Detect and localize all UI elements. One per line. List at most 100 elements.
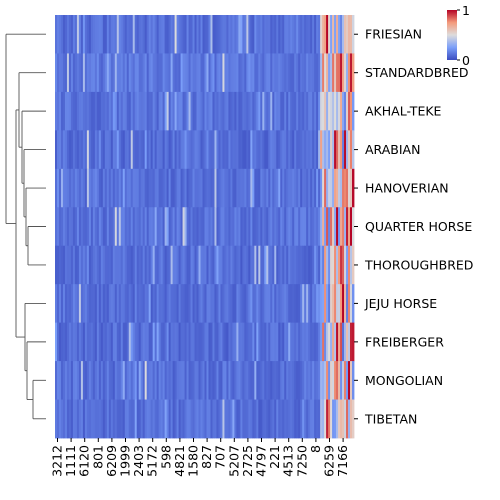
heatmap-cell <box>116 322 120 362</box>
heatmap-cell <box>188 130 191 170</box>
heatmap-cell <box>56 53 60 93</box>
heatmap-cell <box>106 207 110 247</box>
heatmap-cell <box>310 15 313 54</box>
heatmap-cell <box>192 91 195 131</box>
heatmap-cell <box>182 399 185 439</box>
heatmap-cell <box>292 15 295 54</box>
heatmap-cell <box>318 207 321 247</box>
heatmap-cell <box>58 322 62 362</box>
heatmap-cell <box>278 15 281 54</box>
heatmap-cell <box>266 207 269 247</box>
heatmap-cell <box>96 322 100 362</box>
heatmap-cell <box>258 284 261 324</box>
heatmap-cell <box>82 322 86 362</box>
heatmap-cell <box>190 53 193 93</box>
heatmap-cell <box>144 53 148 93</box>
heatmap-cell <box>92 399 96 439</box>
heatmap-cell <box>118 245 122 285</box>
heatmap-cell <box>352 91 355 131</box>
heatmap-cell <box>78 91 82 131</box>
heatmap-cell <box>276 168 279 208</box>
heatmap-cell <box>130 91 134 131</box>
heatmap-cell <box>126 15 130 54</box>
heatmap-cell <box>152 53 156 93</box>
heatmap-cell <box>314 168 317 208</box>
heatmap-cell <box>228 130 231 170</box>
heatmap-cell <box>268 322 271 362</box>
heatmap-cell <box>154 53 158 93</box>
heatmap-cell <box>98 245 102 285</box>
heatmap-cell <box>212 399 215 439</box>
heatmap-cell <box>238 245 241 285</box>
heatmap-cell <box>82 399 86 439</box>
heatmap-cell <box>270 53 273 93</box>
heatmap-cell <box>94 53 98 93</box>
heatmap-cell <box>184 361 187 400</box>
heatmap-cell <box>134 361 138 400</box>
heatmap-cell <box>300 91 303 131</box>
heatmap-cell <box>238 15 241 54</box>
heatmap-cell <box>274 361 277 400</box>
heatmap-cell <box>216 15 219 54</box>
heatmap-cell <box>284 53 287 93</box>
heatmap-cell <box>268 53 271 93</box>
heatmap-cell <box>208 322 211 362</box>
heatmap-cell <box>336 322 339 362</box>
heatmap-cell <box>350 168 353 208</box>
heatmap-cell <box>300 15 303 54</box>
heatmap-cell <box>182 168 185 208</box>
heatmap-cell <box>248 284 251 324</box>
heatmap-cell <box>108 168 112 208</box>
heatmap-cell <box>180 399 183 439</box>
heatmap-cell <box>318 245 321 285</box>
heatmap-cell <box>72 91 76 131</box>
heatmap-cell <box>184 322 187 362</box>
heatmap-cell <box>152 207 156 247</box>
heatmap-cell <box>206 168 209 208</box>
heatmap-cell <box>208 53 211 93</box>
heatmap-cell <box>310 53 313 93</box>
heatmap-cell <box>348 91 351 131</box>
row-label: ARABIAN <box>365 142 420 157</box>
heatmap-cell <box>166 207 170 247</box>
heatmap-cell <box>84 245 88 285</box>
heatmap-cell <box>62 322 66 362</box>
heatmap-cell <box>344 15 347 54</box>
heatmap-cell <box>196 15 199 54</box>
heatmap-cell <box>116 168 120 208</box>
heatmap-cell <box>110 399 114 439</box>
heatmap-cell <box>100 361 104 400</box>
heatmap-cell <box>338 168 341 208</box>
heatmap-cell <box>240 399 243 439</box>
heatmap-cell <box>180 245 183 285</box>
heatmap-cell <box>234 15 237 54</box>
heatmap-cell <box>328 361 331 400</box>
heatmap-cell <box>186 91 189 131</box>
heatmap-cell <box>348 361 351 400</box>
heatmap-cell <box>148 322 152 362</box>
heatmap-cell <box>216 207 219 247</box>
heatmap-cell <box>280 91 283 131</box>
heatmap-cell <box>62 245 66 285</box>
heatmap-cell <box>344 53 347 93</box>
heatmap-cell <box>126 53 130 93</box>
heatmap-cell <box>180 361 183 400</box>
heatmap-cell <box>288 322 291 362</box>
heatmap-cell <box>152 245 156 285</box>
heatmap-cell <box>130 245 134 285</box>
heatmap-cell <box>74 207 78 247</box>
heatmap-cell <box>204 322 207 362</box>
heatmap-cell <box>302 322 305 362</box>
heatmap-cell <box>328 130 331 170</box>
heatmap-cell <box>58 399 62 439</box>
heatmap-cell <box>198 399 201 439</box>
heatmap-cell <box>278 91 281 131</box>
heatmap-cell <box>58 53 62 93</box>
heatmap-cell <box>124 361 128 400</box>
heatmap-cell <box>198 361 201 400</box>
heatmap-cell <box>334 53 337 93</box>
heatmap-cell <box>68 130 72 170</box>
heatmap-cell <box>212 53 215 93</box>
heatmap-cell <box>296 15 299 54</box>
heatmap-cell <box>334 168 337 208</box>
